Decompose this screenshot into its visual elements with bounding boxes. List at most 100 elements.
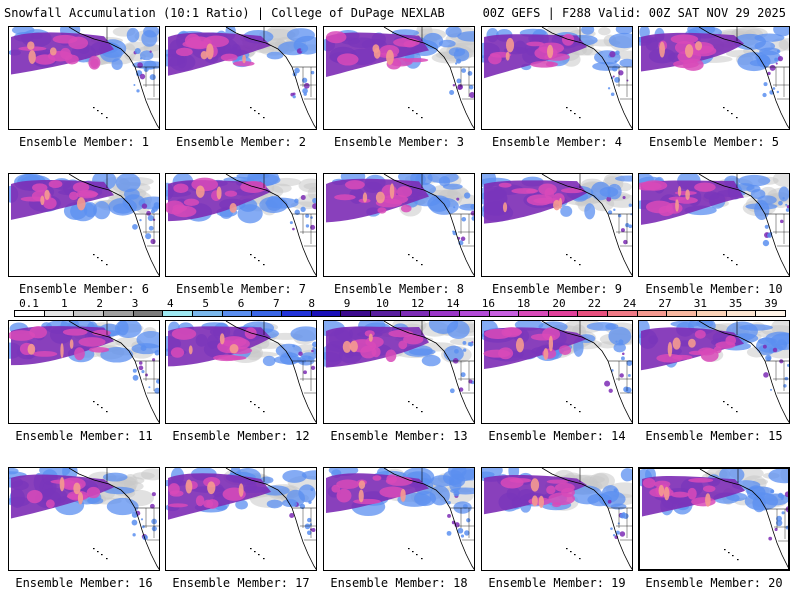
chart-title: Snowfall Accumulation (10:1 Ratio) | Col…	[4, 6, 445, 20]
legend-tick-label: 20	[552, 297, 566, 310]
ensemble-member-label: Ensemble Member: 14	[488, 429, 626, 443]
legend-tick-label: 0.1	[19, 297, 39, 310]
legend-tick-label: 9	[343, 297, 351, 310]
snowfall-map	[639, 174, 789, 276]
legend-tick-label: 31	[693, 297, 707, 310]
legend-tick-label: 14	[446, 297, 460, 310]
legend-swatch	[311, 311, 342, 316]
ensemble-member-label: Ensemble Member: 10	[645, 282, 783, 296]
snowfall-map	[166, 321, 316, 423]
ensemble-member-label: Ensemble Member: 11	[15, 429, 153, 443]
ensemble-member-label: Ensemble Member: 1	[18, 135, 150, 149]
snowfall-color-legend	[14, 310, 786, 317]
snowfall-map	[482, 321, 632, 423]
legend-tick-label: 6	[237, 297, 245, 310]
legend-swatch	[252, 311, 282, 316]
legend-tick-label: 8	[308, 297, 315, 310]
ensemble-map-panel	[323, 173, 475, 277]
ensemble-map-panel	[638, 320, 790, 424]
snowfall-map	[9, 27, 159, 129]
snowfall-map	[166, 174, 316, 276]
legend-tick-label: 12	[411, 297, 425, 310]
ensemble-member-label: Ensemble Member: 16	[15, 576, 153, 590]
ensemble-map-panel	[165, 173, 317, 277]
legend-tick-label: 24	[623, 297, 637, 310]
legend-swatch	[370, 311, 401, 316]
legend-swatch	[222, 311, 253, 316]
legend-tick-label: 2	[96, 297, 103, 310]
legend-swatch	[281, 311, 312, 316]
ensemble-member-label: Ensemble Member: 7	[175, 282, 307, 296]
legend-tick-label: 3	[131, 297, 139, 310]
ensemble-member-label: Ensemble Member: 15	[645, 429, 783, 443]
legend-tick-label: 18	[517, 297, 531, 310]
snowfall-map	[639, 27, 789, 129]
legend-tick-label: 35	[729, 297, 743, 310]
legend-swatch	[637, 311, 668, 316]
snowfall-map	[640, 469, 788, 568]
legend-tick-label: 10	[375, 297, 389, 310]
legend-tick-label: 5	[202, 297, 209, 310]
snowfall-map	[326, 174, 474, 276]
legend-tick-label: 22	[587, 297, 601, 310]
snowfall-map	[9, 174, 159, 276]
legend-swatch	[74, 311, 104, 316]
legend-swatch	[756, 311, 786, 316]
ensemble-map-panel	[8, 173, 160, 277]
ensemble-member-label: Ensemble Member: 4	[491, 135, 623, 149]
legend-swatch	[489, 311, 520, 316]
ensemble-map-panel	[638, 173, 790, 277]
legend-swatch	[163, 311, 193, 316]
legend-swatch	[667, 311, 698, 316]
ensemble-map-panel	[481, 467, 633, 571]
snowfall-map	[324, 321, 474, 423]
snowfall-map	[9, 321, 159, 423]
ensemble-map-panel	[481, 26, 633, 130]
ensemble-map-panel	[8, 320, 160, 424]
snowfall-map	[482, 174, 632, 276]
legend-swatch	[519, 311, 549, 316]
ensemble-map-panel	[165, 320, 317, 424]
snowfall-map	[9, 468, 159, 570]
legend-tick-label: 27	[658, 297, 672, 310]
ensemble-member-label: Ensemble Member: 5	[648, 135, 780, 149]
legend-tick-label: 4	[167, 297, 174, 310]
snowfall-map	[166, 27, 316, 129]
ensemble-map-panel	[638, 26, 790, 130]
model-run-info: 00Z GEFS | F288 Valid: 00Z SAT NOV 29 20…	[482, 6, 786, 20]
legend-swatch	[103, 311, 134, 316]
legend-swatch	[459, 311, 490, 316]
ensemble-map-panel	[165, 467, 317, 571]
ensemble-map-panel	[323, 26, 475, 130]
legend-tick-labels: 0.1 1 2 3 4 5 6 7 8 9 10 12 14 16 18 20 22 24 27 31 35 39	[14, 298, 786, 310]
legend-swatch	[192, 311, 223, 316]
ensemble-map-panel	[323, 320, 475, 424]
snowfall-map	[639, 321, 789, 423]
snowfall-map	[482, 468, 632, 570]
legend-tick-label: 7	[273, 297, 280, 310]
ensemble-member-label: Ensemble Member: 13	[330, 429, 468, 443]
ensemble-map-panel	[323, 467, 475, 571]
legend-tick-label: 39	[764, 297, 778, 310]
ensemble-map-panel	[481, 320, 633, 424]
legend-swatch	[578, 311, 609, 316]
legend-swatch	[15, 311, 45, 316]
ensemble-map-panel	[481, 173, 633, 277]
legend-swatch	[430, 311, 460, 316]
ensemble-member-label: Ensemble Member: 9	[491, 282, 623, 296]
ensemble-member-label: Ensemble Member: 2	[175, 135, 307, 149]
legend-swatch	[400, 311, 431, 316]
snowfall-map	[324, 27, 474, 129]
ensemble-member-label: Ensemble Member: 8	[333, 282, 465, 296]
legend-swatch	[341, 311, 371, 316]
ensemble-member-label: Ensemble Member: 12	[172, 429, 310, 443]
ensemble-member-label: Ensemble Member: 17	[172, 576, 310, 590]
legend-swatch	[726, 311, 757, 316]
ensemble-member-label: Ensemble Member: 19	[488, 576, 626, 590]
legend-tick-label: 1	[61, 297, 68, 310]
legend-swatch	[44, 311, 75, 316]
snowfall-map	[482, 27, 632, 129]
ensemble-member-label: Ensemble Member: 6	[18, 282, 150, 296]
ensemble-map-panel	[8, 467, 160, 571]
ensemble-member-label: Ensemble Member: 18	[330, 576, 468, 590]
